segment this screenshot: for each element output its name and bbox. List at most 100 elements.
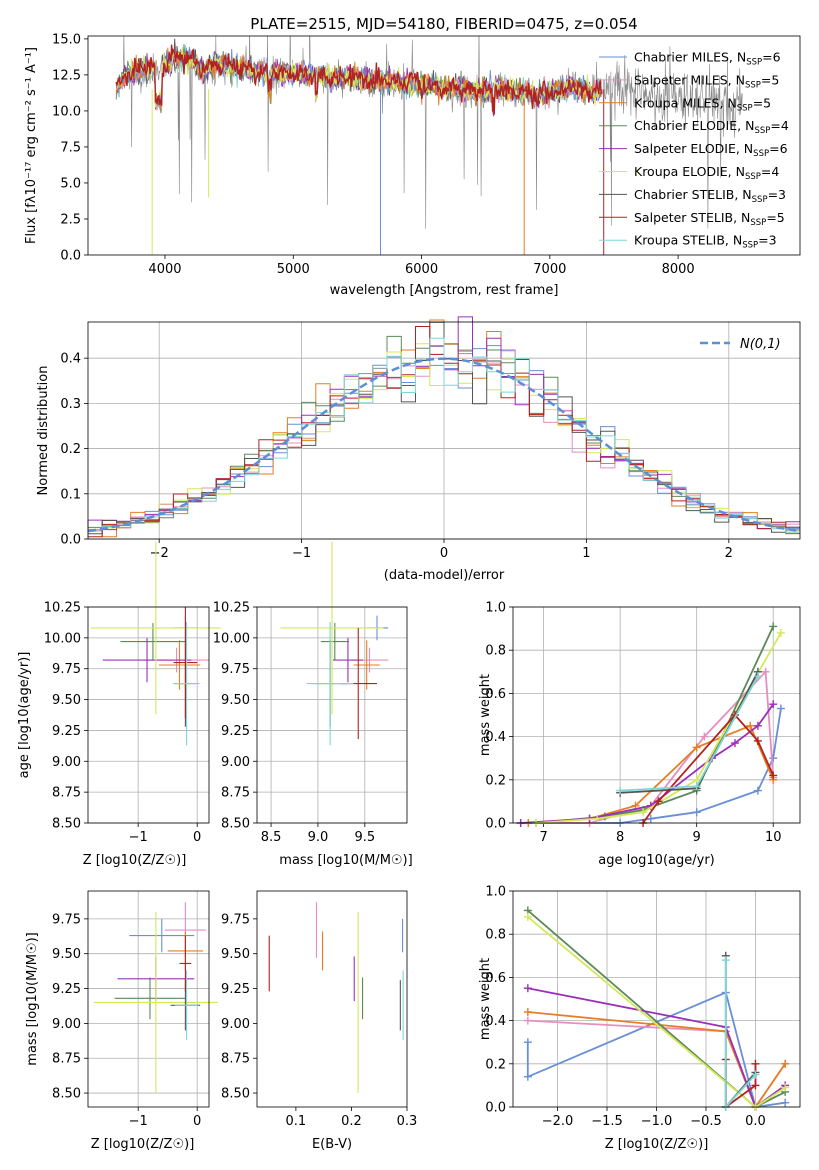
x-tick-label: −1 (292, 546, 311, 561)
y-tick-label: 9.50 (221, 693, 250, 708)
x-tick-label: −1.0 (641, 1114, 673, 1129)
x-tick-label: 0 (193, 830, 201, 845)
y-tick-label: 0.4 (485, 1014, 506, 1029)
y-tick-label: 9.00 (221, 755, 250, 770)
y-tick-label: 0.3 (60, 397, 81, 412)
y-tick-label: 10.25 (213, 601, 250, 616)
legend-label: Salpeter MILES, NSSP=5 (634, 72, 779, 90)
x-tick-label: 6000 (405, 262, 438, 277)
y-tick-label: 8.50 (52, 1087, 81, 1102)
y-tick-label: 8.75 (221, 1052, 250, 1067)
axes-frame (256, 890, 408, 1108)
y-tick-label: 9.75 (52, 662, 81, 677)
y-axis-label: mass weight (478, 958, 493, 1040)
y-tick-label: 0.4 (60, 352, 81, 367)
x-axis-label: age log10(age/yr) (598, 853, 715, 868)
y-tick-label: 9.00 (52, 1017, 81, 1032)
x-axis-label: Z [log10(Z/Z☉)] (83, 853, 187, 868)
y-tick-label: 0.6 (485, 971, 506, 986)
x-tick-label: 8 (616, 830, 624, 845)
x-axis-label: (data-model)/error (384, 568, 505, 583)
y-tick-label: 0.2 (485, 1057, 506, 1072)
y-tick-label: 2.5 (60, 212, 81, 227)
y-tick-label: 10.25 (44, 601, 81, 616)
y-tick-label: 9.25 (52, 982, 81, 997)
y-tick-label: 9.50 (221, 947, 250, 962)
y-tick-label: 8.50 (221, 817, 250, 832)
y-tick-label: 9.00 (221, 1017, 250, 1032)
x-axis-label: mass [log10(M/M☉)] (279, 853, 412, 868)
x-tick-label: 4000 (148, 262, 181, 277)
weight-line (528, 669, 775, 824)
weight-line (642, 713, 775, 824)
y-tick-label: 1.0 (485, 601, 506, 616)
legend-label: Chabrier STELIB, NSSP=3 (634, 187, 786, 205)
axes-frame (512, 606, 801, 824)
x-tick-label: −0.5 (690, 1114, 722, 1129)
x-tick-label: 0.0 (745, 1114, 766, 1129)
x-tick-label: −1 (129, 830, 148, 845)
y-tick-label: 0.1 (60, 487, 81, 502)
model-spectrum-line (115, 46, 602, 111)
y-tick-label: 0.0 (60, 533, 81, 548)
y-axis-label: Normed distribution (36, 366, 51, 496)
y-tick-label: 0.6 (485, 687, 506, 702)
y-tick-label: 0.8 (485, 644, 506, 659)
y-axis-label: age [log10(age/yr)] (17, 652, 32, 779)
axes-frame (87, 321, 801, 540)
chart-title: PLATE=2515, MJD=54180, FIBERID=0475, z=0… (250, 15, 637, 33)
x-tick-label: 9 (693, 830, 701, 845)
normal-pdf-curve (87, 357, 801, 533)
weight-line (527, 987, 786, 1109)
panel-1 (84, 322, 800, 543)
legend-label: Chabrier ELODIE, NSSP=4 (634, 118, 789, 136)
y-tick-label: 9.50 (52, 947, 81, 962)
y-tick-label: 0.2 (485, 773, 506, 788)
x-tick-label: 8000 (662, 262, 695, 277)
x-tick-label: 9.0 (308, 830, 329, 845)
y-tick-label: 9.75 (221, 662, 250, 677)
y-axis-label: Flux [fλ10⁻¹⁷ erg cm⁻² s⁻¹ A⁻¹] (24, 47, 39, 244)
x-tick-label: 7000 (533, 262, 566, 277)
x-tick-label: 0 (440, 546, 448, 561)
axes-frame (512, 890, 801, 1108)
x-tick-label: −1.5 (591, 1114, 623, 1129)
x-tick-label: 0.1 (286, 1114, 307, 1129)
x-axis-label: wavelength [Angstrom, rest frame] (330, 283, 559, 298)
y-tick-label: 15.0 (52, 32, 81, 47)
panel-6 (253, 918, 408, 1111)
y-tick-label: 7.5 (60, 140, 81, 155)
y-tick-label: 9.25 (221, 982, 250, 997)
legend-label: N(0,1) (740, 337, 781, 352)
y-tick-label: 0.0 (485, 1101, 506, 1116)
legend-label: Kroupa STELIB, NSSP=3 (634, 233, 777, 251)
y-tick-label: 10.00 (213, 631, 250, 646)
x-tick-label: −2.0 (542, 1114, 574, 1129)
legend-label: Salpeter STELIB, NSSP=5 (634, 210, 785, 228)
histogram-step (87, 337, 800, 539)
y-tick-label: 0.8 (485, 928, 506, 943)
y-tick-label: 9.75 (221, 912, 250, 927)
x-tick-label: 0.3 (397, 1114, 418, 1129)
model-spectrum-line (115, 44, 602, 115)
x-tick-label: 10 (765, 830, 782, 845)
axes-frame (256, 606, 408, 824)
legend-label: Salpeter ELODIE, NSSP=6 (634, 141, 788, 159)
y-tick-label: 8.75 (52, 786, 81, 801)
weight-line (535, 626, 775, 824)
y-tick-label: 0.2 (60, 442, 81, 457)
x-tick-label: 0 (193, 1114, 201, 1129)
legend-label: Chabrier MILES, NSSP=6 (634, 50, 781, 68)
x-tick-label: 9.5 (354, 830, 375, 845)
y-tick-label: 9.25 (52, 724, 81, 739)
y-tick-label: 1.0 (485, 885, 506, 900)
x-axis-label: Z [log10(Z/Z☉)] (605, 1137, 709, 1152)
y-tick-label: 8.50 (221, 1087, 250, 1102)
panel-0 (84, 38, 679, 259)
y-tick-label: 0.0 (60, 249, 81, 264)
y-tick-label: 5.0 (60, 176, 81, 191)
axes-frame (87, 890, 210, 1108)
x-tick-label: 5000 (277, 262, 310, 277)
x-tick-label: 1 (582, 546, 590, 561)
